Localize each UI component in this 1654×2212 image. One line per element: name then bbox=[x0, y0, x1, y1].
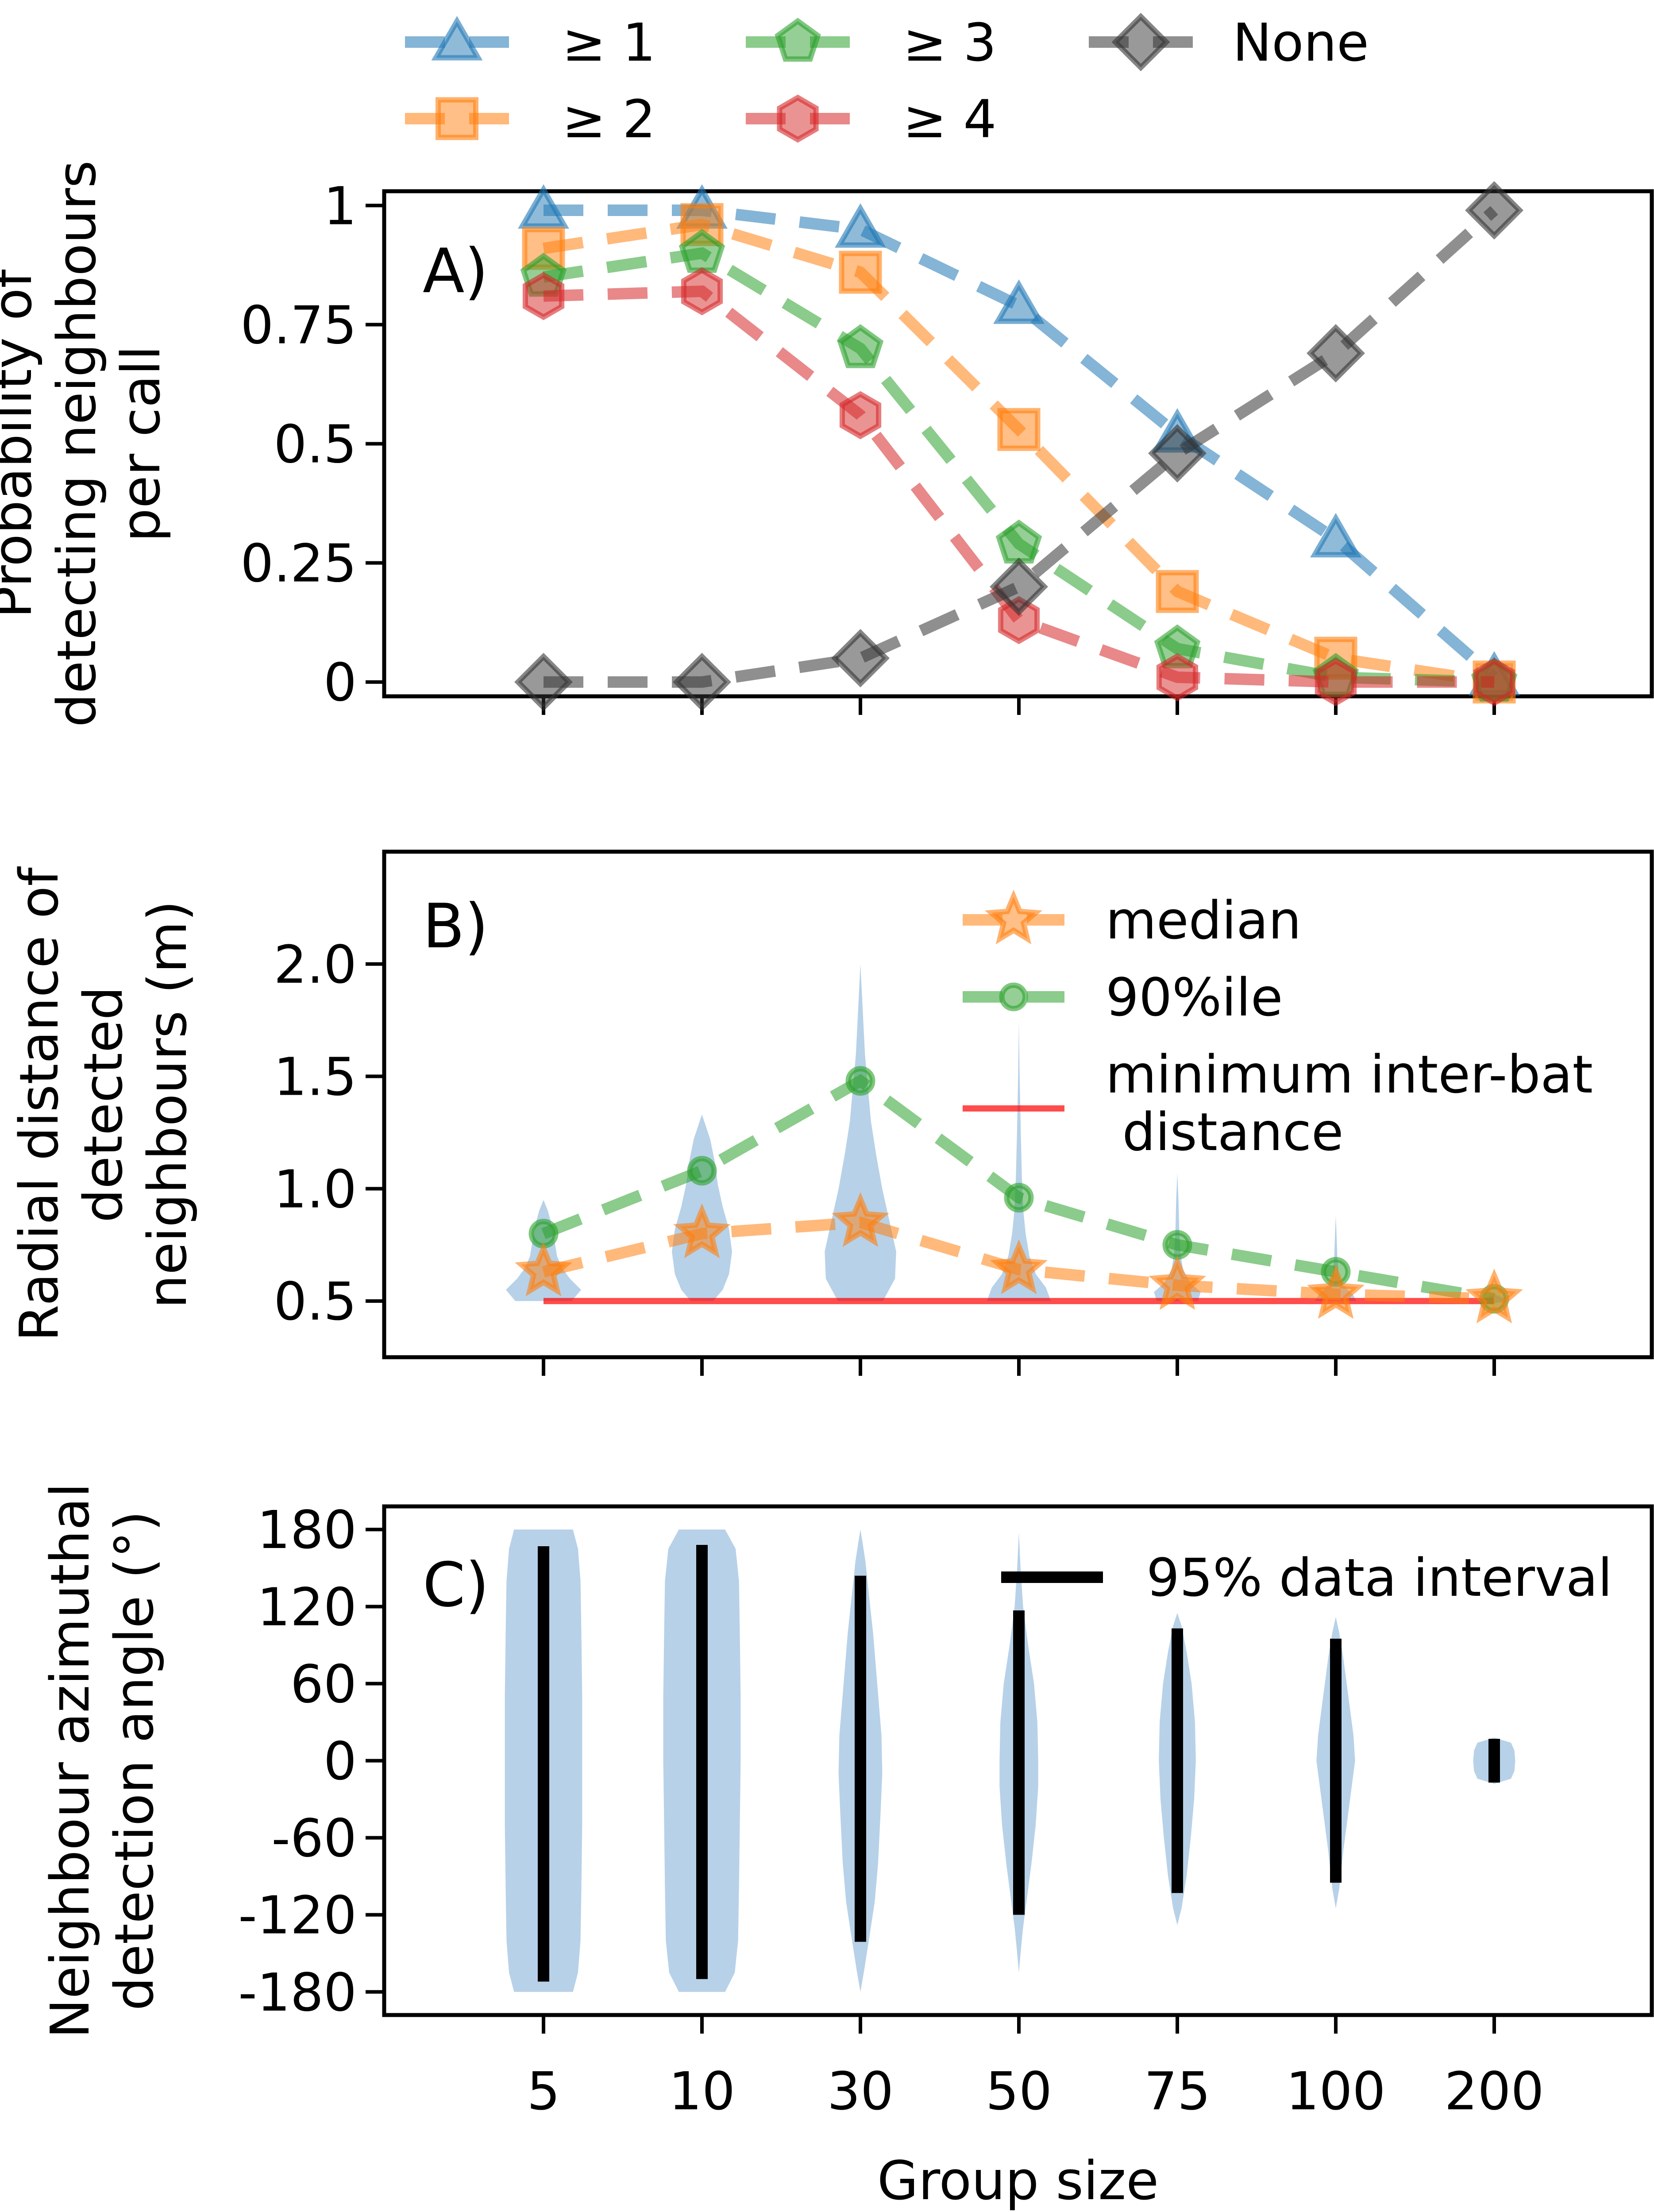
y-tick-label: 1.0 bbox=[274, 1158, 357, 1220]
data-point-ge4-5 bbox=[1315, 658, 1357, 706]
y-axis-label-b: Radial distance of bbox=[9, 866, 70, 1342]
legend-marker-p90 bbox=[999, 982, 1028, 1011]
data-point-ge2-4 bbox=[1156, 570, 1199, 613]
y-axis-label-b: detected bbox=[73, 986, 135, 1223]
x-tick-label: 100 bbox=[1286, 2061, 1385, 2122]
y-tick-label: 0.5 bbox=[274, 414, 357, 475]
legend-b: median 90%ile minimum inter-bat distance bbox=[963, 889, 1593, 1162]
violin-b-2 bbox=[825, 964, 896, 1301]
data-point-ge3-3 bbox=[995, 519, 1042, 564]
data-point-ge2-3 bbox=[997, 408, 1041, 451]
y-tick-label: 0.25 bbox=[240, 533, 357, 594]
y-axis-label-a: detecting neighbours bbox=[46, 160, 108, 727]
legend-label-min-distance: minimum inter-bat bbox=[1106, 1044, 1593, 1105]
legend-marker-ge2 bbox=[436, 97, 478, 140]
y-axis-label-c: detection angle (°) bbox=[104, 1511, 166, 2011]
data-point-ge4-3 bbox=[998, 596, 1040, 645]
y-tick-label: 0.75 bbox=[240, 294, 357, 355]
data-point-none-3 bbox=[990, 557, 1048, 616]
y-axis-label-a: per call bbox=[111, 346, 172, 542]
legend-marker-ge1 bbox=[431, 15, 483, 61]
panel-label-a: A) bbox=[423, 235, 488, 307]
legend-label-ge1: ≥ 1 bbox=[562, 12, 655, 73]
x-tick-label: 50 bbox=[986, 2061, 1052, 2122]
panel-b: 0.5 1.0 1.5 2.0 B) Radial distance of detected… bbox=[9, 849, 1654, 1376]
data-point-ge4-4 bbox=[1156, 653, 1199, 702]
panel-c: -180 -120 -60 0 60 120 180 C) Neighbour azimutha… bbox=[40, 1483, 1654, 2122]
y-tick-label: 60 bbox=[290, 1653, 357, 1714]
x-tick-label: 200 bbox=[1444, 2061, 1544, 2122]
y-tick-label: 2.0 bbox=[274, 934, 357, 995]
data-point-ge4-0 bbox=[522, 272, 565, 320]
y-axis-label-b: neighbours (m) bbox=[137, 900, 199, 1309]
data-point-none-2 bbox=[831, 629, 890, 687]
data-point-ge1-0 bbox=[518, 184, 569, 229]
data-point-none-6 bbox=[1465, 181, 1523, 240]
legend-label-ge3: ≥ 3 bbox=[903, 12, 996, 73]
data-point-ge4-1 bbox=[681, 267, 723, 316]
legend-label-interval: 95% data interval bbox=[1146, 1547, 1612, 1608]
panel-label-b: B) bbox=[423, 891, 489, 962]
data-point-median-2 bbox=[831, 1192, 890, 1247]
y-axis-label-a: Probability of bbox=[0, 268, 44, 618]
y-tick-label: 0 bbox=[324, 652, 357, 713]
y-tick-label: -120 bbox=[238, 1885, 357, 1946]
data-point-median-1 bbox=[673, 1203, 731, 1258]
data-point-none-0 bbox=[514, 652, 573, 711]
data-point-none-5 bbox=[1307, 324, 1365, 382]
data-point-ge1-3 bbox=[993, 279, 1045, 324]
data-point-ge3-2 bbox=[837, 324, 884, 368]
legend-c: 95% data interval bbox=[1001, 1547, 1612, 1608]
y-tick-label: -60 bbox=[271, 1808, 357, 1869]
y-tick-label: 0.5 bbox=[274, 1271, 357, 1332]
legend-marker-none bbox=[1111, 13, 1170, 71]
x-tick-label: 5 bbox=[527, 2061, 560, 2122]
legend-label-ge4: ≥ 4 bbox=[903, 89, 996, 150]
legend-marker-ge3 bbox=[775, 18, 821, 62]
panel-a: 0 0.25 0.5 0.75 1 A) Probability of detecting n… bbox=[0, 160, 1654, 727]
y-tick-label: 0 bbox=[324, 1731, 357, 1792]
legend-marker-median bbox=[984, 889, 1043, 945]
data-point-ge4-6 bbox=[1473, 658, 1515, 706]
data-point-none-4 bbox=[1148, 424, 1207, 483]
y-tick-label: 1 bbox=[324, 175, 357, 236]
data-point-p90-4 bbox=[1162, 1230, 1192, 1260]
panel-label-c: C) bbox=[423, 1549, 489, 1621]
data-point-p90-3 bbox=[1004, 1183, 1034, 1213]
data-point-median-6 bbox=[1465, 1268, 1523, 1324]
data-point-median-0 bbox=[514, 1241, 573, 1297]
y-tick-label: 180 bbox=[257, 1499, 357, 1560]
data-point-median-5 bbox=[1307, 1264, 1365, 1319]
legend-marker-ge4 bbox=[777, 94, 819, 143]
x-tick-label: 30 bbox=[827, 2061, 894, 2122]
violin-b-3 bbox=[987, 1020, 1051, 1301]
top-legend: ≥ 1 ≥ 2 ≥ 3 ≥ 4 None bbox=[405, 12, 1369, 150]
legend-label-ge2: ≥ 2 bbox=[562, 89, 655, 150]
legend-label-p90: 90%ile bbox=[1106, 967, 1283, 1028]
data-point-p90-1 bbox=[687, 1156, 717, 1186]
data-point-ge2-2 bbox=[839, 251, 882, 294]
x-tick-label: 75 bbox=[1144, 2061, 1211, 2122]
data-point-median-3 bbox=[990, 1239, 1048, 1294]
x-axis-label: Group size bbox=[877, 2150, 1159, 2212]
legend-label-median: median bbox=[1106, 890, 1301, 951]
y-tick-label: -180 bbox=[238, 1962, 357, 2023]
data-point-p90-2 bbox=[845, 1066, 875, 1096]
data-point-median-4 bbox=[1148, 1255, 1207, 1310]
y-axis-label-c: Neighbour azimuthal bbox=[40, 1483, 101, 2038]
x-tick-label: 10 bbox=[669, 2061, 735, 2122]
legend-label-none: None bbox=[1233, 12, 1369, 73]
data-point-ge4-2 bbox=[839, 391, 882, 440]
legend-label-min-distance: distance bbox=[1106, 1101, 1344, 1162]
data-point-ge1-2 bbox=[835, 203, 886, 248]
y-tick-label: 120 bbox=[257, 1576, 357, 1637]
data-point-ge1-5 bbox=[1310, 513, 1361, 558]
y-tick-label: 1.5 bbox=[274, 1046, 357, 1108]
data-point-none-1 bbox=[673, 652, 731, 711]
